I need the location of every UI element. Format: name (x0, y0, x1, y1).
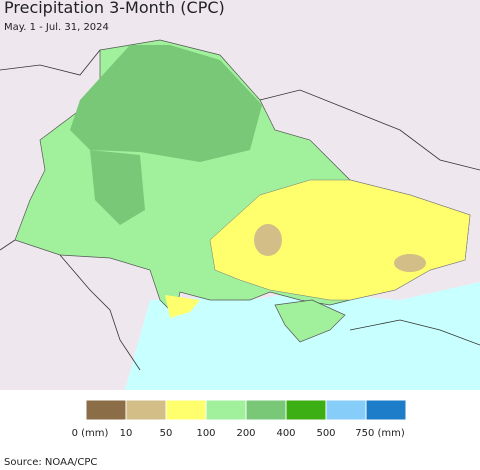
legend-swatch (125, 399, 167, 421)
legend-swatch (245, 399, 287, 421)
legend: 0 (mm) 10 50 100 200 400 500 750 (mm) (72, 399, 407, 439)
legend-swatch (365, 399, 407, 421)
border (259, 89, 480, 171)
crimea (274, 299, 346, 343)
border (59, 254, 141, 371)
wet-region (70, 45, 262, 162)
legend-label: 100 (196, 428, 215, 439)
very-dry-area (254, 224, 282, 256)
border (349, 319, 480, 346)
border (0, 239, 16, 251)
legend-label: 200 (236, 428, 255, 439)
source: Source: NOAA/CPC (4, 457, 97, 468)
wet-region (90, 150, 145, 225)
legend-label: 10 (120, 428, 133, 439)
legend-swatch (285, 399, 327, 421)
subtitle: May. 1 - Jul. 31, 2024 (4, 22, 109, 33)
legend-label: 750 (mm) (355, 428, 405, 439)
legend-swatch (205, 399, 247, 421)
legend-label: 50 (160, 428, 173, 439)
legend-label: 0 (mm) (72, 428, 109, 439)
legend-label: 400 (276, 428, 295, 439)
very-dry-area (394, 254, 426, 272)
legend-swatch (325, 399, 367, 421)
map (0, 0, 480, 390)
dry-region (165, 295, 200, 318)
title: Precipitation 3-Month (CPC) (4, 0, 225, 17)
border (0, 49, 101, 76)
legend-swatch (85, 399, 127, 421)
legend-label: 500 (316, 428, 335, 439)
legend-swatch (165, 399, 207, 421)
